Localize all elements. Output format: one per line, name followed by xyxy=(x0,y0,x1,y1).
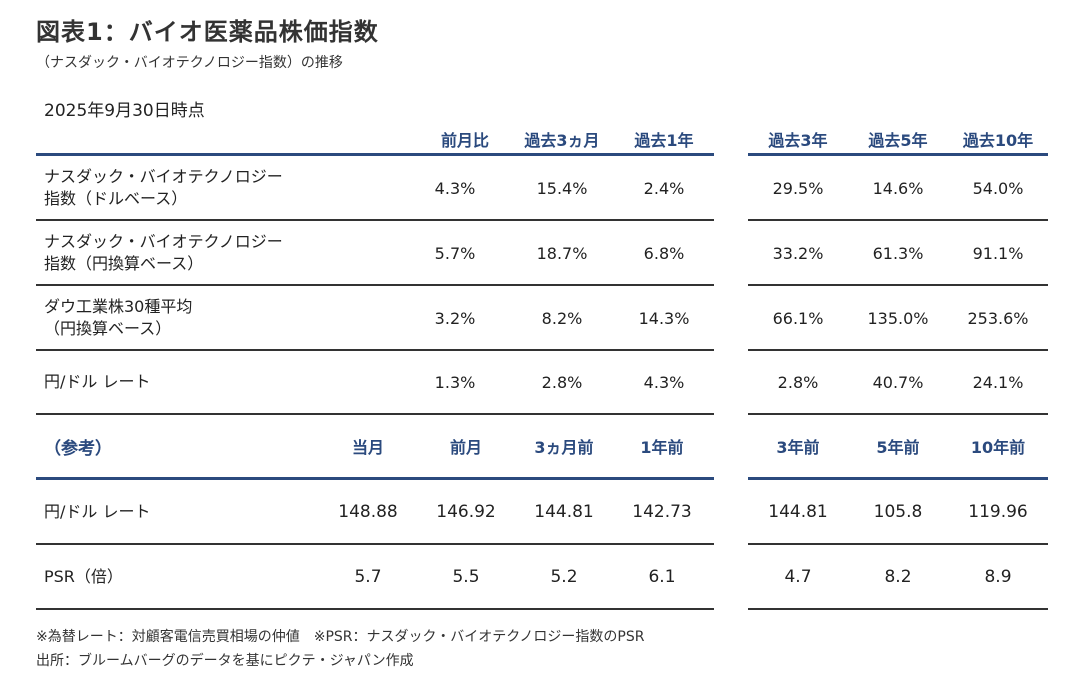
table-cell: 61.3% xyxy=(872,243,924,263)
table-cell: 5.2 xyxy=(550,567,578,587)
table-cell: 4.3% xyxy=(643,372,685,392)
footnote-definitions: ※為替レート：対顧客電信売買相場の仲値 ※PSR：ナスダック・バイオテクノロジー… xyxy=(36,629,645,645)
table-cell: 142.73 xyxy=(632,502,692,522)
table-cell: 24.1% xyxy=(972,372,1024,392)
table-cell: 4.7 xyxy=(784,567,812,587)
table-cell: 29.5% xyxy=(772,178,824,198)
header-10y: 過去10年 xyxy=(962,131,1034,150)
table-cell: 119.96 xyxy=(968,502,1028,522)
row-label-psr: PSR（倍） xyxy=(44,547,123,607)
header-3y: 過去3年 xyxy=(768,131,828,150)
table-cell: 14.3% xyxy=(638,308,690,328)
row-label: PSR（倍） xyxy=(44,567,123,586)
table-cell: 148.88 xyxy=(338,502,398,522)
label-line2: （円換算ベース） xyxy=(44,319,172,338)
table-cell: 6.8% xyxy=(643,243,685,263)
table-cell: 54.0% xyxy=(972,178,1024,198)
table-cell: 8.2% xyxy=(541,308,583,328)
table-cell: 5.7 xyxy=(354,567,382,587)
header-3y-ago: 3年前 xyxy=(776,438,820,457)
header-rule-right xyxy=(748,477,1048,480)
label-line1: ダウ工業株30種平均 xyxy=(44,297,193,316)
row-label-nbi-jpy: ナスダック・バイオテクノロジー 指数（円換算ベース） xyxy=(44,222,283,284)
table-cell: 18.7% xyxy=(536,243,588,263)
page-subtitle: （ナスダック・バイオテクノロジー指数）の推移 xyxy=(36,55,343,71)
label-line1: ナスダック・バイオテクノロジー xyxy=(44,167,283,186)
table-cell: 144.81 xyxy=(534,502,594,522)
row-divider xyxy=(36,413,714,415)
row-divider xyxy=(748,284,1048,286)
row-divider xyxy=(36,608,714,610)
table-cell: 33.2% xyxy=(772,243,824,263)
row-divider xyxy=(36,219,714,221)
row-divider xyxy=(748,543,1048,545)
table-cell: 40.7% xyxy=(872,372,924,392)
row-divider xyxy=(36,284,714,286)
table-cell: 8.2 xyxy=(884,567,912,587)
table-cell: 6.1 xyxy=(648,567,676,587)
header-1y: 過去1年 xyxy=(634,131,694,150)
row-label-usdjpy: 円/ドル レート xyxy=(44,352,150,412)
header-prev-month: 前月 xyxy=(449,438,482,457)
section-label-reference: （参考） xyxy=(44,438,112,459)
header-3m: 過去3ヵ月 xyxy=(524,131,600,150)
table-cell: 105.8 xyxy=(873,502,923,522)
label-line1: ナスダック・バイオテクノロジー xyxy=(44,232,283,251)
table-cell: 135.0% xyxy=(867,308,929,328)
table-cell: 2.8% xyxy=(777,372,819,392)
label-line2: 指数（円換算ベース） xyxy=(44,254,204,273)
table-cell: 2.4% xyxy=(643,178,685,198)
page-title: 図表1：バイオ医薬品株価指数 xyxy=(36,18,379,46)
row-divider xyxy=(748,608,1048,610)
header-rule-left xyxy=(36,153,714,156)
label-line2: 指数（ドルベース） xyxy=(44,189,188,208)
table-cell: 146.92 xyxy=(436,502,496,522)
table-cell: 8.9 xyxy=(984,567,1012,587)
table-cell: 5.7% xyxy=(434,243,476,263)
table-cell: 3.2% xyxy=(434,308,476,328)
row-divider xyxy=(748,413,1048,415)
table-cell: 15.4% xyxy=(536,178,588,198)
row-divider xyxy=(36,543,714,545)
header-10y-ago: 10年前 xyxy=(970,438,1026,457)
table-cell: 253.6% xyxy=(967,308,1029,328)
row-label: 円/ドル レート xyxy=(44,502,151,521)
row-divider xyxy=(748,349,1048,351)
row-divider xyxy=(748,219,1048,221)
table-cell: 14.6% xyxy=(872,178,924,198)
table-cell: 91.1% xyxy=(972,243,1024,263)
footnote-source: 出所：ブルームバーグのデータを基にピクテ・ジャパン作成 xyxy=(36,653,414,669)
header-3m-ago: 3ヵ月前 xyxy=(534,438,594,457)
header-mom: 前月比 xyxy=(440,131,489,150)
row-divider xyxy=(36,349,714,351)
table-cell: 144.81 xyxy=(768,502,828,522)
label-line1: 円/ドル レート xyxy=(44,372,151,391)
header-5y-ago: 5年前 xyxy=(876,438,920,457)
row-label-nbi-usd: ナスダック・バイオテクノロジー 指数（ドルベース） xyxy=(44,158,283,218)
table-cell: 2.8% xyxy=(541,372,583,392)
table-cell: 66.1% xyxy=(772,308,824,328)
header-current: 当月 xyxy=(351,438,384,457)
header-rule-left xyxy=(36,477,714,480)
row-label-dow-jpy: ダウ工業株30種平均 （円換算ベース） xyxy=(44,287,192,349)
header-5y: 過去5年 xyxy=(868,131,928,150)
table-cell: 1.3% xyxy=(434,372,476,392)
header-1y-ago: 1年前 xyxy=(640,438,684,457)
table-cell: 5.5 xyxy=(452,567,480,587)
header-rule-right xyxy=(748,153,1048,156)
row-label-usdjpy-level: 円/ドル レート xyxy=(44,482,150,542)
table-cell: 4.3% xyxy=(434,178,476,198)
as-of-date: 2025年9月30日時点 xyxy=(44,101,205,121)
